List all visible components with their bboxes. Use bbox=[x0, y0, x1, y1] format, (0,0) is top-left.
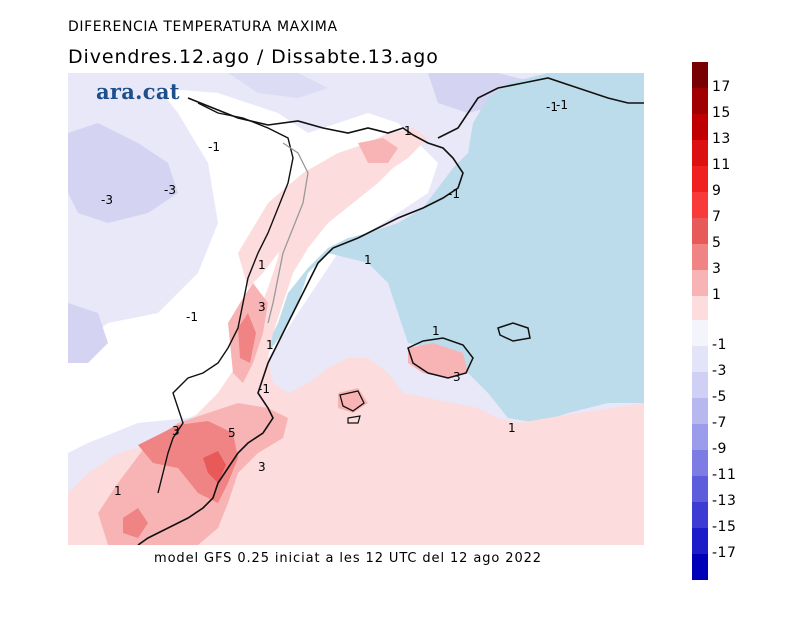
coastline-north-gulf bbox=[437, 77, 644, 139]
legend-swatch bbox=[692, 502, 708, 528]
contour-label: 3 bbox=[172, 424, 180, 438]
legend-tick-label: -13 bbox=[712, 493, 737, 509]
legend-swatch bbox=[692, 346, 708, 372]
contour-label: -3 bbox=[164, 183, 176, 197]
contour-label: 1 bbox=[266, 338, 274, 352]
legend-swatch bbox=[692, 140, 708, 166]
legend-swatch bbox=[692, 62, 708, 88]
legend-tick-label: 7 bbox=[712, 209, 722, 225]
legend-tick-label: -17 bbox=[712, 545, 737, 561]
legend-tick-label: -5 bbox=[712, 389, 727, 405]
contour-label: 1 bbox=[258, 258, 266, 272]
map-title: DIFERENCIA TEMPERATURA MAXIMA bbox=[68, 19, 338, 35]
zone-warm-5-core bbox=[138, 421, 238, 503]
legend-tick-label: -9 bbox=[712, 441, 727, 457]
legend-tick-label: 11 bbox=[712, 157, 731, 173]
model-run-caption: model GFS 0.25 iniciat a les 12 UTC del … bbox=[154, 551, 542, 566]
legend-tick-label: -3 bbox=[712, 363, 727, 379]
contour-label: 1 bbox=[364, 253, 372, 267]
contour-label: -1 bbox=[448, 187, 460, 201]
contour-label: 3 bbox=[453, 370, 461, 384]
zone-sea-cooler bbox=[258, 73, 644, 423]
island-menorca bbox=[497, 322, 531, 342]
legend-tick-label: -1 bbox=[712, 337, 727, 353]
legend-swatch bbox=[692, 424, 708, 450]
legend-swatch bbox=[692, 114, 708, 140]
contour-label: 1 bbox=[508, 421, 516, 435]
zone-cold-patch-west bbox=[68, 123, 178, 223]
legend-swatch bbox=[692, 398, 708, 424]
legend-swatch bbox=[692, 192, 708, 218]
legend-swatch bbox=[692, 244, 708, 270]
legend-swatch bbox=[692, 554, 708, 580]
contour-label: -1 bbox=[258, 382, 270, 396]
legend-tick-label: 17 bbox=[712, 79, 731, 95]
legend-tick-label: 13 bbox=[712, 131, 731, 147]
legend-swatch bbox=[692, 476, 708, 502]
brand-logo: ara.cat bbox=[96, 79, 180, 104]
contour-label: 3 bbox=[258, 460, 266, 474]
legend-tick-label: 3 bbox=[712, 261, 722, 277]
zone-warm-1-coastal bbox=[238, 128, 428, 288]
contour-label: 1 bbox=[432, 324, 440, 338]
legend-swatch bbox=[692, 450, 708, 476]
zone-cold-patch-sw bbox=[68, 303, 108, 363]
legend-tick-label: 5 bbox=[712, 235, 722, 251]
contour-label: 1 bbox=[114, 484, 122, 498]
border-line-interior bbox=[157, 102, 294, 494]
zone-warm-5-sw bbox=[123, 508, 148, 538]
zone-cold-patch-north bbox=[228, 73, 328, 98]
legend-swatch bbox=[692, 166, 708, 192]
legend-swatch bbox=[692, 528, 708, 554]
map-subtitle-dates: Divendres.12.ago / Dissabte.13.ago bbox=[68, 46, 439, 68]
border-line-secondary bbox=[267, 142, 309, 324]
contour-label: -1 bbox=[546, 100, 558, 114]
zone-warm-3-north bbox=[358, 138, 398, 163]
legend-swatch bbox=[692, 296, 708, 322]
contour-label: -3 bbox=[101, 193, 113, 207]
coastline bbox=[137, 97, 464, 545]
legend-tick-label: 15 bbox=[712, 105, 731, 121]
legend-cold-scale bbox=[692, 320, 708, 580]
contour-label: 1 bbox=[404, 124, 412, 138]
legend-tick-label: 9 bbox=[712, 183, 722, 199]
legend-tick-label: -11 bbox=[712, 467, 737, 483]
legend-tick-label: -15 bbox=[712, 519, 737, 535]
temperature-difference-map: -1 -1 -1 -1 -1 -3 -3 1 1 1 1 1 1 1 3 3 3… bbox=[68, 73, 644, 545]
legend-swatch bbox=[692, 320, 708, 346]
zone-warm-7-core bbox=[203, 451, 226, 483]
map-area: -1 -1 -1 -1 -1 -3 -3 1 1 1 1 1 1 1 3 3 3… bbox=[68, 73, 644, 545]
contour-label: 3 bbox=[258, 300, 266, 314]
island-formentera bbox=[347, 415, 361, 424]
island-mallorca bbox=[407, 337, 474, 379]
legend-swatch bbox=[692, 270, 708, 296]
legend-swatch bbox=[692, 88, 708, 114]
legend-swatch bbox=[692, 372, 708, 398]
island-ibiza bbox=[339, 390, 365, 412]
contour-label: 5 bbox=[228, 426, 236, 440]
legend-tick-label: 1 bbox=[712, 287, 722, 303]
legend-swatch bbox=[692, 218, 708, 244]
legend-warm-scale bbox=[692, 62, 708, 322]
zone-warm-5-valley bbox=[238, 313, 256, 363]
contour-label: -1 bbox=[186, 310, 198, 324]
contour-label: -1 bbox=[208, 140, 220, 154]
contour-label: -1 bbox=[556, 98, 568, 112]
legend-tick-label: -7 bbox=[712, 415, 727, 431]
